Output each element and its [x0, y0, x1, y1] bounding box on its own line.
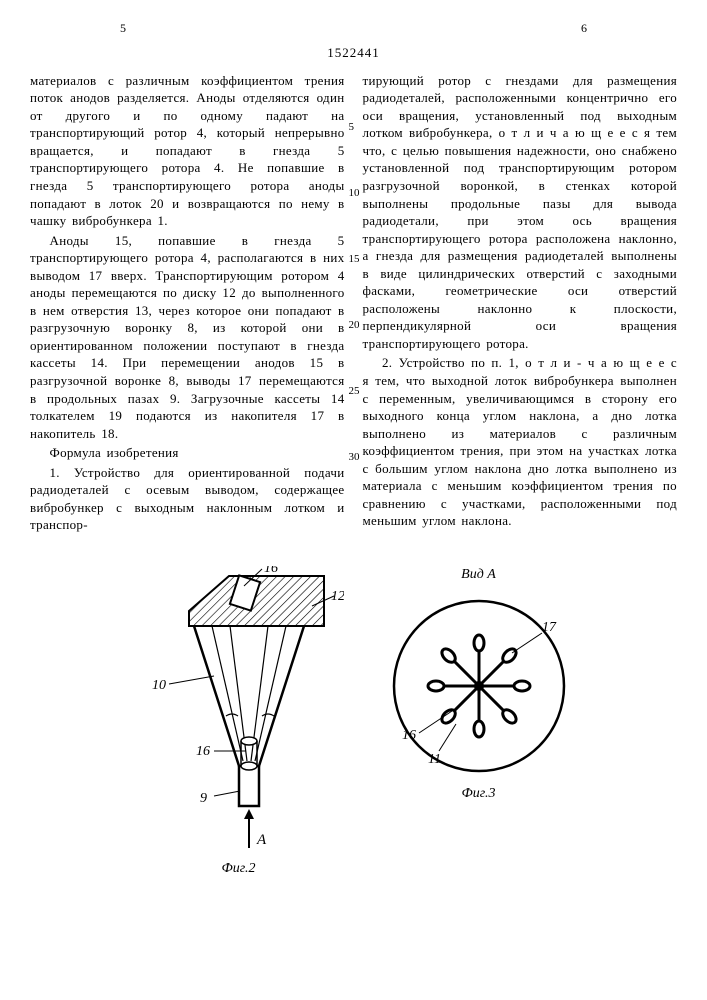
figure-3-label: Фиг.3 — [384, 785, 574, 804]
fig2-ref-10: 10 — [152, 678, 166, 693]
page-num-left: 5 — [120, 20, 126, 36]
fig3-ref-11: 11 — [428, 752, 441, 767]
left-para-1: материалов с различным коэффициентом тре… — [30, 72, 345, 230]
line-marker-15: 15 — [349, 252, 360, 267]
figure-2: 16 12 10 16 9 A Фиг.2 — [134, 566, 344, 879]
figure-3: Вид А 17 16 11 Фиг.3 — [384, 566, 574, 804]
fig3-ref-17: 17 — [542, 620, 557, 635]
fig3-ref-16: 16 — [402, 728, 416, 743]
figure-3-title: Вид А — [384, 566, 574, 585]
formula-title: Формула изобретения — [30, 444, 345, 462]
line-marker-20: 20 — [349, 318, 360, 333]
line-marker-10: 10 — [349, 186, 360, 201]
page-header: 5 6 — [30, 20, 677, 36]
figure-2-svg: 16 12 10 16 9 A — [134, 566, 344, 856]
line-marker-30: 30 — [349, 450, 360, 465]
line-marker-25: 25 — [349, 384, 360, 399]
figure-3-svg: 17 16 11 — [384, 591, 574, 781]
left-para-3: 1. Устройство для ориентированной подачи… — [30, 464, 345, 534]
fig2-ref-12: 12 — [331, 589, 344, 604]
right-column: 5 10 15 20 25 30 тирующий ротор с гнезда… — [363, 72, 678, 536]
figure-2-label: Фиг.2 — [134, 860, 344, 879]
text-columns: материалов с различным коэффициентом тре… — [30, 72, 677, 536]
right-para-2: 2. Устройство по п. 1, о т л и - ч а ю щ… — [363, 354, 678, 529]
fig2-ref-9: 9 — [200, 791, 207, 806]
document-number: 1522441 — [30, 44, 677, 62]
line-marker-5: 5 — [349, 120, 355, 135]
fig2-ref-16b: 16 — [196, 744, 210, 759]
fig2-arrow-a: A — [256, 832, 267, 848]
figures-block: 16 12 10 16 9 A Фиг.2 Вид А — [30, 566, 677, 879]
fig2-ref-16a: 16 — [264, 566, 278, 576]
left-column: материалов с различным коэффициентом тре… — [30, 72, 345, 536]
right-para-1: тирующий ротор с гнездами для размещения… — [363, 72, 678, 353]
left-para-2: Аноды 15, попавшие в гнезда 5 транспорти… — [30, 232, 345, 443]
page-num-right: 6 — [581, 20, 587, 36]
